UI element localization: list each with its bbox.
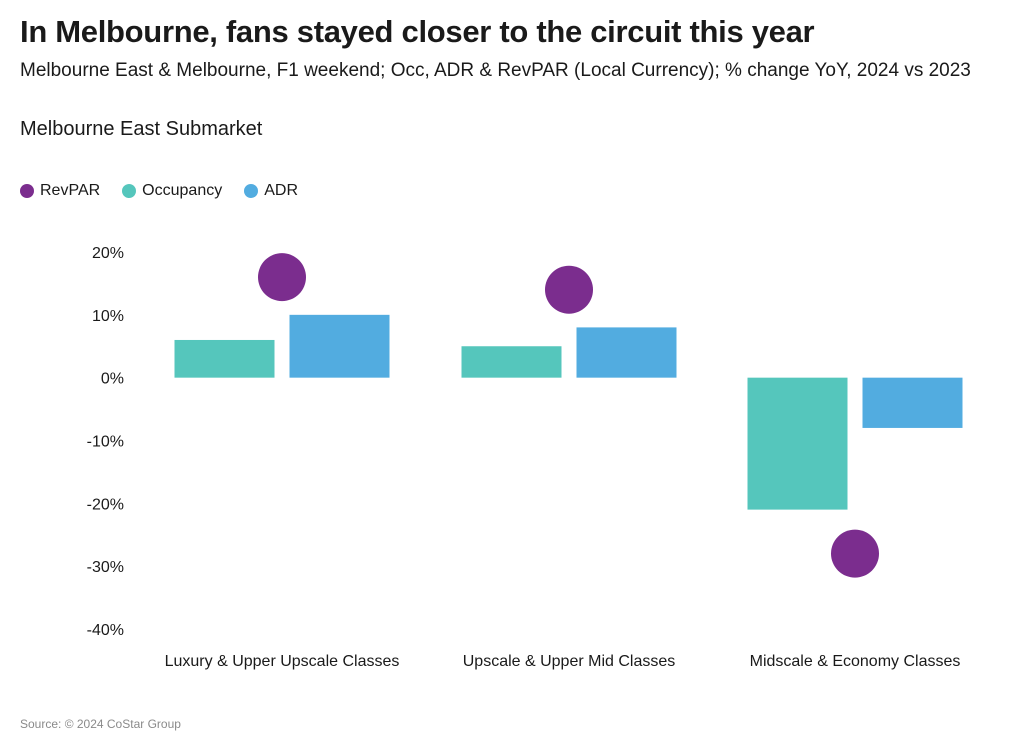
x-category-label: Midscale & Economy Classes — [750, 653, 961, 670]
revpar-dot — [831, 529, 879, 578]
y-tick-label: 10% — [92, 308, 124, 325]
chart-subtitle: Melbourne East & Melbourne, F1 weekend; … — [20, 60, 971, 81]
y-tick-label: -40% — [87, 622, 124, 639]
y-tick-label: 20% — [92, 245, 124, 262]
x-category-label: Luxury & Upper Upscale Classes — [165, 653, 400, 670]
section-title: Melbourne East Submarket — [20, 118, 263, 140]
legend-swatch-revpar — [20, 184, 34, 198]
legend-item-revpar: RevPAR — [20, 182, 100, 200]
legend-label-occupancy: Occupancy — [142, 182, 223, 199]
y-tick-label: 0% — [101, 371, 124, 388]
legend: RevPAR Occupancy ADR — [20, 182, 320, 200]
adr-bar — [576, 327, 677, 378]
adr-bar — [289, 314, 390, 378]
legend-label-revpar: RevPAR — [40, 182, 101, 199]
legend-item-adr: ADR — [244, 182, 298, 200]
legend-swatch-adr — [244, 184, 259, 198]
adr-bar — [862, 377, 963, 428]
chart-title: In Melbourne, fans stayed closer to the … — [20, 14, 815, 49]
legend-label-adr: ADR — [264, 182, 298, 199]
occupancy-bar — [461, 346, 562, 378]
revpar-dot — [545, 265, 593, 314]
y-tick-label: -30% — [87, 559, 124, 576]
legend-swatch-occupancy — [122, 184, 137, 198]
legend-item-occupancy: Occupancy — [122, 182, 222, 200]
y-tick-label: -20% — [87, 496, 124, 513]
revpar-dot — [258, 253, 306, 302]
x-category-label: Upscale & Upper Mid Classes — [463, 653, 676, 670]
source-note: Source: © 2024 CoStar Group — [20, 717, 181, 731]
occupancy-bar — [747, 377, 848, 510]
occupancy-bar — [174, 339, 275, 378]
y-tick-label: -10% — [87, 434, 124, 451]
